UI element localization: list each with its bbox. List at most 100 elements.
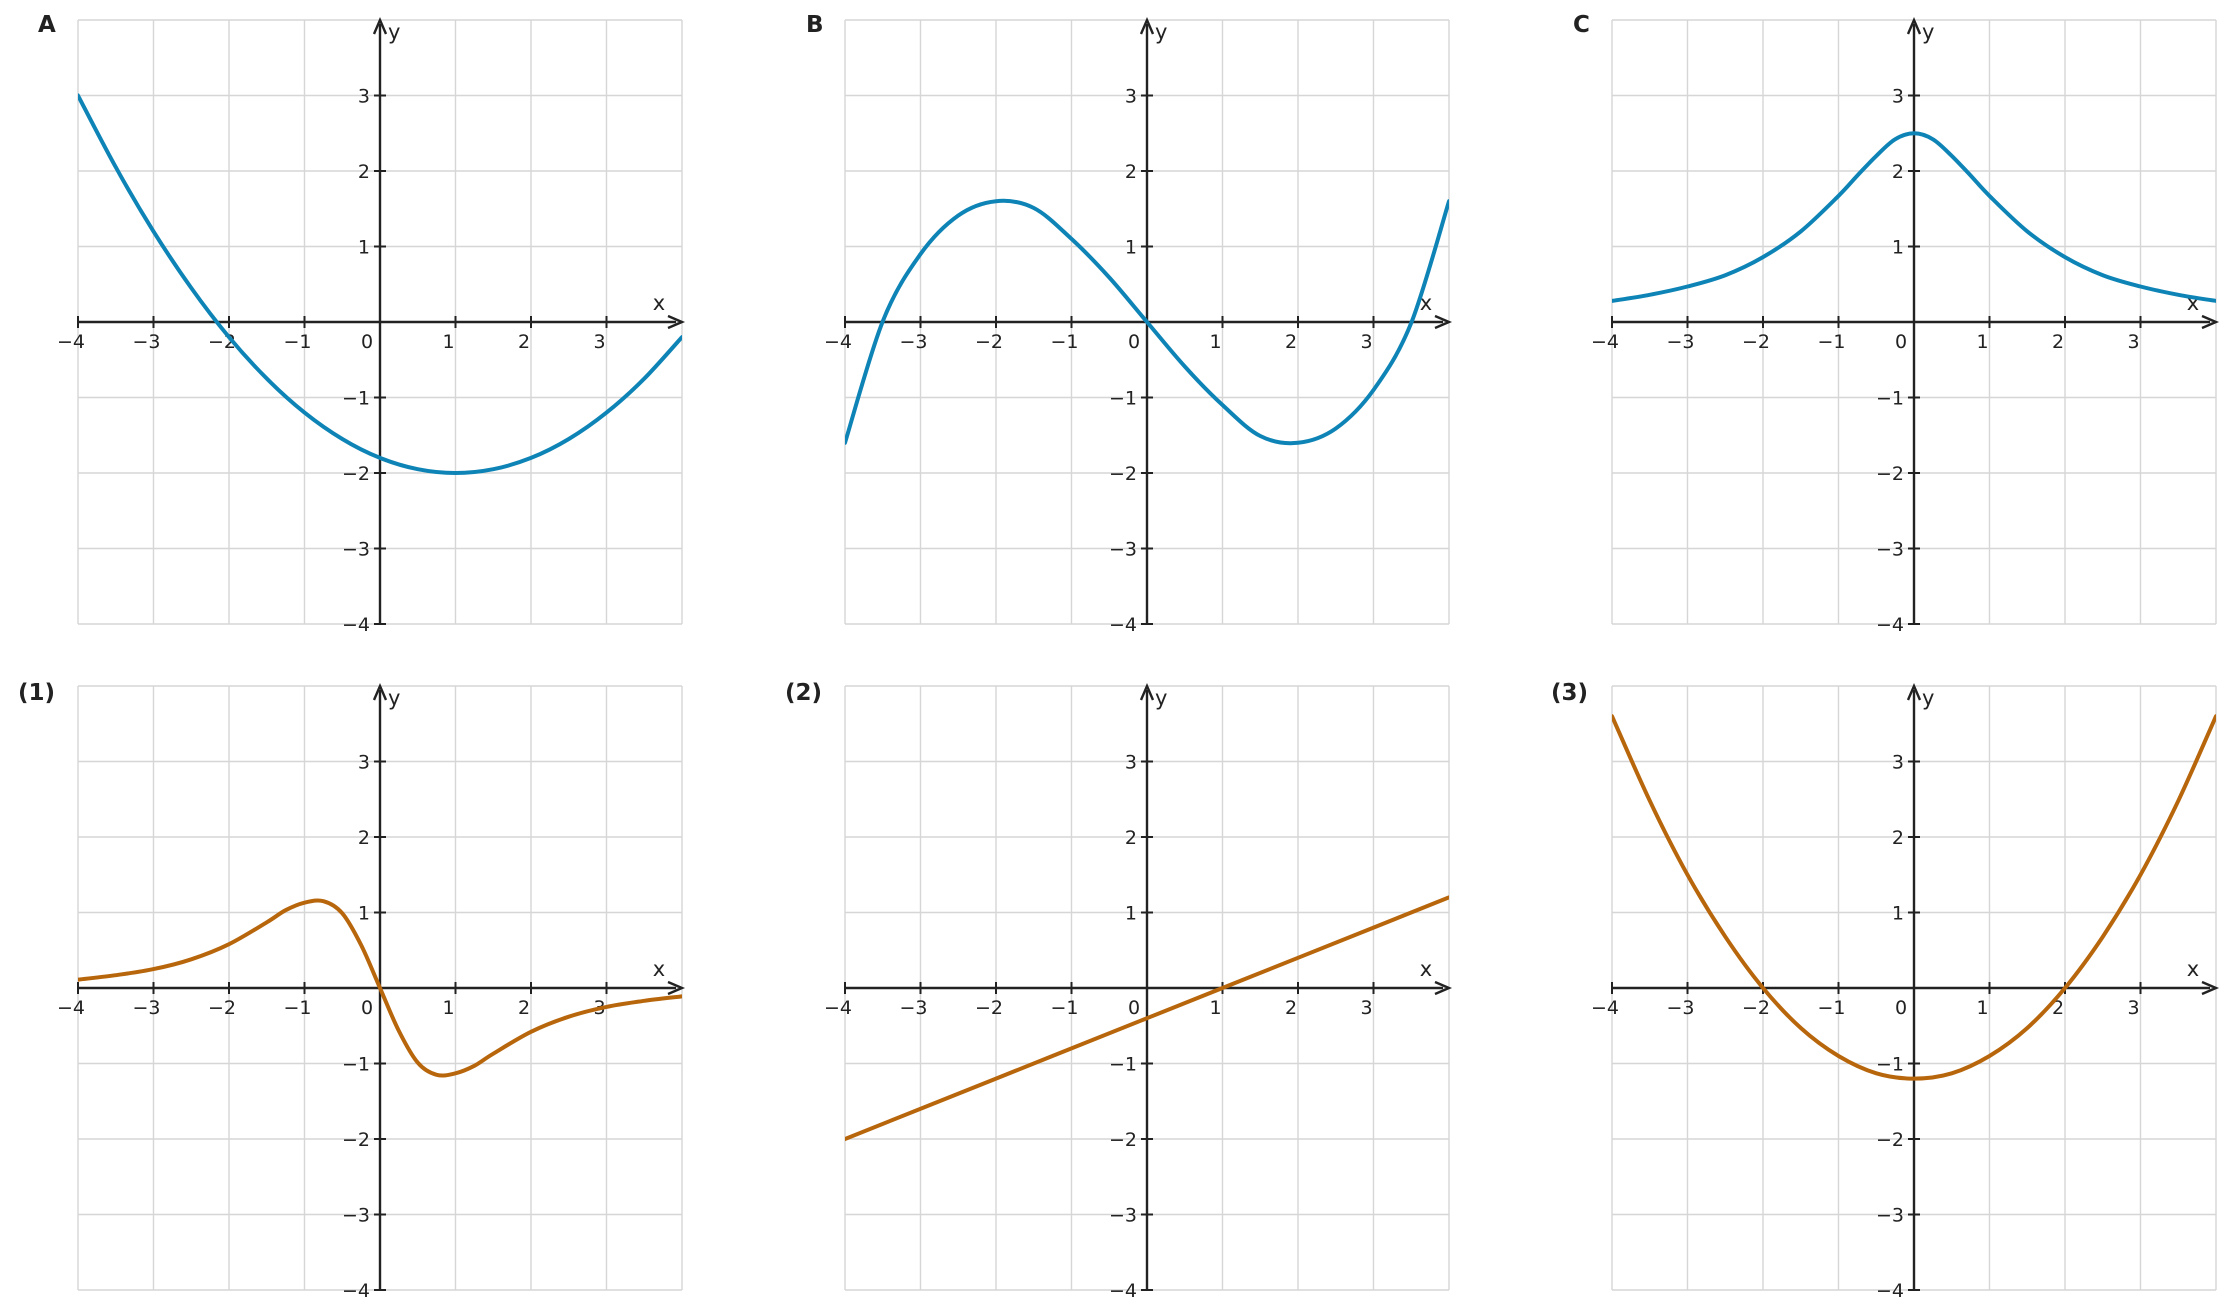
y-tick-label: 3 (1125, 752, 1137, 774)
y-axis-label: y (1155, 686, 1167, 710)
y-tick-label: 2 (1892, 161, 1904, 183)
x-tick-label: 2 (2052, 331, 2064, 353)
x-tick-label: −4 (824, 997, 852, 1019)
x-axis-label: x (653, 957, 665, 981)
x-tick-label: −3 (899, 331, 927, 353)
y-tick-label: 1 (1892, 903, 1904, 925)
y-tick-label: −3 (1109, 539, 1137, 561)
x-axis-label: x (653, 291, 665, 315)
y-tick-label: −4 (342, 614, 370, 636)
y-tick-label: 3 (1892, 752, 1904, 774)
y-tick-label: −4 (1876, 1280, 1904, 1302)
y-axis-label: y (388, 20, 400, 44)
y-tick-label: −1 (1109, 1054, 1137, 1076)
y-tick-label: 1 (358, 903, 370, 925)
x-tick-label: −2 (1742, 997, 1770, 1019)
y-tick-label: −2 (342, 1129, 370, 1151)
x-tick-label: −3 (899, 997, 927, 1019)
y-tick-label: −4 (1109, 1280, 1137, 1302)
x-axis-arrow (2201, 314, 2220, 330)
x-tick-label: −3 (1666, 331, 1694, 353)
x-tick-label: 1 (442, 331, 454, 353)
x-tick-label: 1 (1976, 997, 1988, 1019)
y-tick-label: 2 (1125, 161, 1137, 183)
x-tick-label: −3 (132, 331, 160, 353)
y-tick-label: −1 (342, 1054, 370, 1076)
y-tick-label: 2 (1125, 827, 1137, 849)
x-tick-label: 1 (1209, 997, 1221, 1019)
x-tick-label: −1 (1817, 331, 1845, 353)
y-axis-arrow (1906, 16, 1922, 35)
y-tick-label: −1 (1876, 1054, 1904, 1076)
x-tick-label: 1 (1209, 331, 1221, 353)
y-tick-label: 3 (1892, 86, 1904, 108)
y-tick-label: 1 (1125, 237, 1137, 259)
x-tick-label: −4 (57, 997, 85, 1019)
y-axis-arrow (372, 16, 388, 35)
series-line (845, 895, 1449, 1141)
x-tick-label: 1 (1976, 331, 1988, 353)
panel-label-1: (1) (18, 680, 56, 706)
x-tick-label: 2 (1285, 331, 1297, 353)
y-axis-label: y (1922, 686, 1934, 710)
panel-label-3: (3) (1551, 680, 1589, 706)
y-tick-label: −2 (1109, 463, 1137, 485)
x-tick-label: −3 (132, 997, 160, 1019)
x-tick-label: 3 (1360, 997, 1372, 1019)
y-axis-arrow (1906, 682, 1922, 701)
y-tick-label: 3 (358, 86, 370, 108)
x-tick-label: 0 (1895, 331, 1907, 353)
x-tick-label: −4 (1591, 997, 1619, 1019)
x-tick-label: 3 (593, 331, 605, 353)
x-tick-label: −1 (1050, 997, 1078, 1019)
series-line (78, 93, 682, 475)
x-axis-arrow (1434, 314, 1453, 330)
panel-label-2: (2) (785, 680, 823, 706)
panel-label-b: B (806, 12, 824, 38)
y-tick-label: −2 (342, 463, 370, 485)
y-axis-arrow (372, 682, 388, 701)
x-tick-label: −2 (208, 997, 236, 1019)
x-tick-label: 3 (2127, 997, 2139, 1019)
y-tick-label: −4 (342, 1280, 370, 1302)
panel-label-c: C (1573, 12, 1590, 38)
x-axis-label: x (1420, 957, 1432, 981)
y-tick-label: 3 (358, 752, 370, 774)
y-tick-label: 1 (358, 237, 370, 259)
y-tick-label: −3 (1109, 1205, 1137, 1227)
x-axis-arrow (667, 314, 686, 330)
y-tick-label: −2 (1876, 463, 1904, 485)
x-tick-label: 3 (2127, 331, 2139, 353)
x-tick-label: 1 (442, 997, 454, 1019)
x-axis-label: x (2187, 957, 2199, 981)
y-tick-label: −1 (342, 388, 370, 410)
y-tick-label: 2 (1892, 827, 1904, 849)
panel-label-a: A (38, 12, 56, 38)
series-line (1612, 714, 2216, 1081)
y-tick-label: −2 (1876, 1129, 1904, 1151)
x-tick-label: 2 (518, 997, 530, 1019)
y-tick-label: 1 (1892, 237, 1904, 259)
y-axis-label: y (1155, 20, 1167, 44)
x-tick-label: −2 (975, 331, 1003, 353)
x-tick-label: 0 (1128, 997, 1140, 1019)
x-tick-label: −3 (1666, 997, 1694, 1019)
y-tick-label: −4 (1876, 614, 1904, 636)
x-tick-label: −2 (1742, 331, 1770, 353)
x-tick-label: 2 (1285, 997, 1297, 1019)
x-tick-label: −1 (1817, 997, 1845, 1019)
x-tick-label: −1 (1050, 331, 1078, 353)
x-axis-arrow (1434, 980, 1453, 996)
y-axis-arrow (1139, 682, 1155, 701)
y-tick-label: −3 (342, 1205, 370, 1227)
y-tick-label: −3 (342, 539, 370, 561)
x-tick-label: −4 (57, 331, 85, 353)
